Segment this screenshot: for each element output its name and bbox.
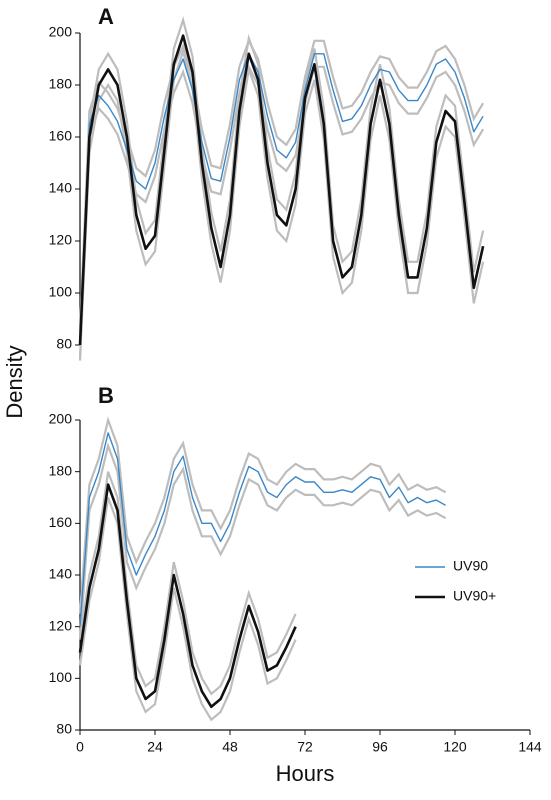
y-tick-label: 200 [49,24,73,40]
y-axis-label: Density [2,345,27,418]
series-line [78,483,297,709]
y-tick-label: 180 [49,76,73,92]
y-tick-label: 200 [49,411,73,427]
error-band [78,416,447,614]
error-band [78,471,297,696]
y-tick-label: 80 [56,721,72,737]
y-tick-label: 140 [49,180,73,196]
x-tick-label: 72 [297,739,313,755]
x-tick-label: 144 [518,739,542,755]
x-axis-label: Hours [276,761,335,786]
series-line [79,53,484,346]
error-band [78,38,485,333]
panel-label: B [98,383,114,408]
y-tick-label: 140 [49,566,73,582]
y-tick-label: 120 [49,232,73,248]
series-line [78,34,485,346]
error-band [78,16,485,330]
legend-label: UV90 [453,558,488,574]
error-band [78,47,485,361]
y-tick-label: 160 [49,514,73,530]
y-tick-label: 80 [56,336,72,352]
y-tick-label: 160 [49,128,73,144]
error-band [78,64,485,359]
panel-label: A [98,4,114,29]
x-tick-label: 24 [147,739,163,755]
series-line [79,432,446,627]
x-tick-label: 48 [222,739,238,755]
error-band [78,441,447,640]
y-tick-label: 120 [49,617,73,633]
y-tick-label: 100 [49,669,73,685]
y-tick-label: 180 [49,462,73,478]
x-tick-label: 96 [372,739,388,755]
legend-label: UV90+ [453,588,496,604]
x-tick-label: 120 [443,739,467,755]
x-tick-label: 0 [76,739,84,755]
y-tick-label: 100 [49,284,73,300]
error-band [78,497,297,722]
